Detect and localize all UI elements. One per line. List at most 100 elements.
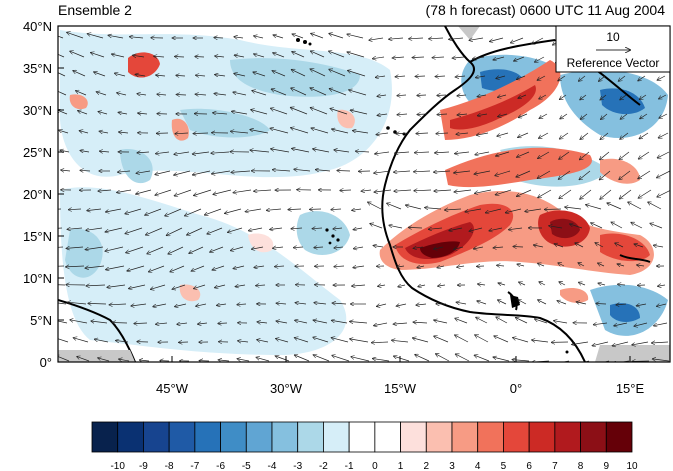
wind-vector [498,114,508,117]
wind-vector [373,246,384,248]
wind-vector [659,113,668,118]
wind-vector [311,34,324,39]
wind-vector [294,169,311,171]
wind-vector [189,246,204,253]
wind-vector [592,341,609,346]
colorbar-label: 8 [578,461,584,471]
wind-vector [496,76,506,79]
wind-vector [393,323,408,324]
wind-vector [538,189,552,198]
wind-vector [517,75,526,79]
wind-vector [168,246,184,254]
wind-vector [496,317,508,324]
wind-vector [473,57,485,59]
wind-vector [100,151,110,152]
wind-vector [193,133,209,134]
wind-vector [506,208,522,213]
wind-vector [127,265,145,271]
wind-vector [496,189,512,195]
wind-vector [513,338,529,343]
wind-vector [80,151,90,153]
wind-vector [348,71,366,77]
wind-vector [638,189,652,198]
wind-vector [207,227,223,234]
wind-vector [310,88,327,96]
wind-vector [67,228,83,229]
wind-vector [133,55,145,57]
wind-vector [580,132,589,139]
wind-vector [295,355,310,362]
wind-vector [146,227,163,235]
wind-vector [193,152,210,154]
wind-vector [517,151,530,157]
wind-vector [631,223,643,229]
wind-vector [532,340,549,342]
wind-vector [332,303,347,304]
colorbar-swatch [348,421,376,453]
wind-vector [455,76,466,77]
wind-vector [525,208,542,212]
colorbar-label: 0 [372,461,378,471]
wind-vector [619,170,631,179]
wind-vector [518,300,527,305]
wind-vector [270,128,289,134]
wind-vector [87,34,104,39]
wind-vector [607,203,622,210]
wind-vector [313,320,328,324]
wind-vector [125,227,143,234]
wind-vector [454,247,464,249]
wind-vector [154,56,165,57]
colorbar-swatch [245,421,273,453]
wind-vector [66,266,85,267]
wind-vector [125,208,142,214]
wind-vector [517,264,525,266]
wind-vector [394,356,410,362]
wind-vector [659,94,667,99]
wind-vector [60,150,70,152]
wind-vector [389,38,404,39]
wind-vector [654,245,664,247]
wind-vector [376,76,386,77]
wind-vector [349,90,367,96]
wind-vector [78,111,88,115]
wind-vector [85,246,104,250]
wind-vector [373,57,385,59]
wind-vector [417,266,425,268]
colorbar-swatch [400,421,427,453]
wind-vector [434,190,452,191]
wind-vector [215,284,226,288]
wind-vector [554,321,568,323]
wind-vector [271,108,288,115]
wind-vector [257,340,269,342]
wind-vector [352,209,362,210]
wind-vector [378,285,386,286]
wind-vector [58,35,64,39]
wind-vector [549,226,563,228]
wind-vector [233,265,245,269]
colorbar-label: 2 [424,461,430,471]
wind-vector [580,94,587,100]
wind-vector [374,190,392,192]
wind-vector [612,341,629,346]
wind-vector [235,285,246,287]
wind-vector [616,304,627,305]
wind-vector [615,243,624,248]
wind-vector [477,133,489,135]
colorbar-label: 5 [501,461,507,471]
colorbar-swatch [528,421,556,453]
wind-vector [149,265,165,272]
wind-vector [106,265,125,270]
wind-vector [620,94,627,100]
wind-vector [198,323,208,324]
wind-vector [270,228,283,230]
wind-vector [166,227,183,235]
wind-vector [434,171,451,172]
wind-vector [116,341,129,343]
wind-vector [267,209,282,210]
wind-vector [130,37,144,38]
colorbar-label: 1 [398,461,404,471]
wind-vector [215,75,226,76]
wind-vector [252,247,264,249]
wind-vector [165,208,182,216]
